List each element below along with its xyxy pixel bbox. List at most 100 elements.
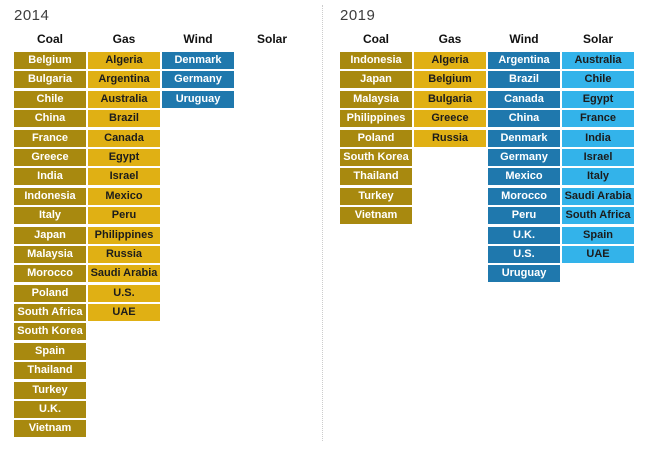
country-cell: Italy	[562, 168, 634, 186]
columns-2019: Coal Indonesia Japan Malaysia Philippines Po…	[340, 32, 634, 283]
column-header-coal: Coal	[362, 32, 389, 46]
country-cell: Saudi Arabia	[88, 265, 160, 283]
country-cell: Thailand	[14, 362, 86, 380]
column-cells-gas: Algeria Argentina Australia Brazil Canada Egy…	[88, 52, 160, 322]
columns-2014: Coal Belgium Bulgaria Chile China France Gree…	[14, 32, 308, 438]
country-cell: Belgium	[14, 52, 86, 69]
panel-divider-line	[322, 5, 323, 441]
country-cell: Morocco	[488, 187, 560, 205]
panel-2014: 2014 Coal Belgium Bulgaria Chile China Franc…	[14, 7, 308, 438]
column-wind: Wind Denmark Germany Uruguay	[162, 33, 234, 437]
country-cell: U.K.	[488, 226, 560, 244]
country-cell: Russia	[414, 129, 486, 147]
country-cell: Italy	[14, 207, 86, 225]
country-cell: Thailand	[340, 168, 412, 186]
country-cell: Morocco	[14, 265, 86, 283]
column-cells-wind: Denmark Germany Uruguay	[162, 52, 234, 108]
country-cell: Peru	[88, 207, 160, 225]
column-wind: Wind Argentina Brazil Canada China Denmark Ge…	[488, 32, 560, 283]
country-cell: Philippines	[88, 226, 160, 244]
country-cell: Malaysia	[340, 90, 412, 108]
country-cell: Israel	[562, 148, 634, 166]
country-cell: Germany	[162, 71, 234, 89]
column-solar: Solar	[236, 33, 308, 437]
column-header-wind: Wind	[183, 32, 213, 46]
country-cell: Spain	[562, 226, 634, 244]
country-cell: South Korea	[340, 148, 412, 166]
country-cell: Germany	[488, 148, 560, 166]
country-cell: Turkey	[340, 187, 412, 205]
column-header-solar: Solar	[582, 32, 613, 46]
column-header-coal: Coal	[36, 32, 63, 46]
country-cell: Malaysia	[14, 245, 86, 263]
country-cell: Argentina	[88, 71, 160, 89]
column-gas: Gas Algeria Argentina Australia Brazil Canad…	[88, 33, 160, 437]
country-cell: Indonesia	[14, 187, 86, 205]
country-cell: Israel	[88, 168, 160, 186]
country-cell: Greece	[14, 148, 86, 166]
country-cell: Algeria	[414, 52, 486, 69]
country-cell: Bulgaria	[414, 90, 486, 108]
country-cell: Brazil	[488, 71, 560, 89]
column-header-gas: Gas	[438, 32, 462, 46]
country-cell: Denmark	[488, 129, 560, 147]
country-cell: South Africa	[14, 304, 86, 322]
country-cell: Vietnam	[14, 420, 86, 438]
country-cell: Australia	[562, 52, 634, 69]
column-header-wind: Wind	[509, 32, 539, 46]
country-cell: Brazil	[88, 110, 160, 128]
country-cell: Algeria	[88, 52, 160, 69]
country-cell: Poland	[340, 129, 412, 147]
year-title-2014: 2014	[14, 7, 50, 24]
country-cell: Poland	[14, 284, 86, 302]
country-cell: Australia	[88, 90, 160, 108]
country-cell: Egypt	[88, 148, 160, 166]
country-cell: Mexico	[488, 168, 560, 186]
country-cell: Vietnam	[340, 207, 412, 225]
column-coal: Coal Indonesia Japan Malaysia Philippines Po…	[340, 33, 412, 282]
column-header-solar: Solar	[256, 32, 287, 46]
year-title-2019: 2019	[340, 7, 376, 24]
country-cell: Philippines	[340, 110, 412, 128]
country-cell: China	[488, 110, 560, 128]
country-cell: China	[14, 110, 86, 128]
country-cell: Uruguay	[162, 90, 234, 108]
column-cells-coal: Indonesia Japan Malaysia Philippines Poland S…	[340, 52, 412, 225]
country-cell: Uruguay	[488, 265, 560, 283]
country-cell: Peru	[488, 207, 560, 225]
column-cells-solar: Australia Chile Egypt France India Israel Ital…	[562, 52, 634, 263]
country-cell: France	[14, 129, 86, 147]
country-cell: South Korea	[14, 323, 86, 341]
column-gas: Gas Algeria Belgium Bulgaria Greece Russia	[414, 33, 486, 282]
column-cells-coal: Belgium Bulgaria Chile China France Greece Ind…	[14, 52, 86, 438]
country-cell: Bulgaria	[14, 71, 86, 89]
country-cell: Russia	[88, 245, 160, 263]
country-cell: Mexico	[88, 187, 160, 205]
country-cell: India	[14, 168, 86, 186]
country-cell: Japan	[340, 71, 412, 89]
country-cell: Denmark	[162, 52, 234, 69]
country-cell: Spain	[14, 342, 86, 360]
country-cell: Chile	[562, 71, 634, 89]
country-cell: Japan	[14, 226, 86, 244]
country-cell: UAE	[562, 245, 634, 263]
country-cell: France	[562, 110, 634, 128]
country-cell: South Africa	[562, 207, 634, 225]
country-cell: U.K.	[14, 401, 86, 419]
country-cell: Canada	[488, 90, 560, 108]
country-cell: U.S.	[488, 245, 560, 263]
column-solar: Solar Australia Chile Egypt France India Isra…	[562, 33, 634, 282]
country-cell: Chile	[14, 90, 86, 108]
country-cell: Saudi Arabia	[562, 187, 634, 205]
country-cell: UAE	[88, 304, 160, 322]
country-cell: Canada	[88, 129, 160, 147]
country-cell: Egypt	[562, 90, 634, 108]
country-cell: India	[562, 129, 634, 147]
country-cell: Belgium	[414, 71, 486, 89]
country-cell: Turkey	[14, 381, 86, 399]
country-cell: Argentina	[488, 52, 560, 69]
column-cells-wind: Argentina Brazil Canada China Denmark Germany…	[488, 52, 560, 283]
country-cell: Greece	[414, 110, 486, 128]
column-cells-gas: Algeria Belgium Bulgaria Greece Russia	[414, 52, 486, 147]
